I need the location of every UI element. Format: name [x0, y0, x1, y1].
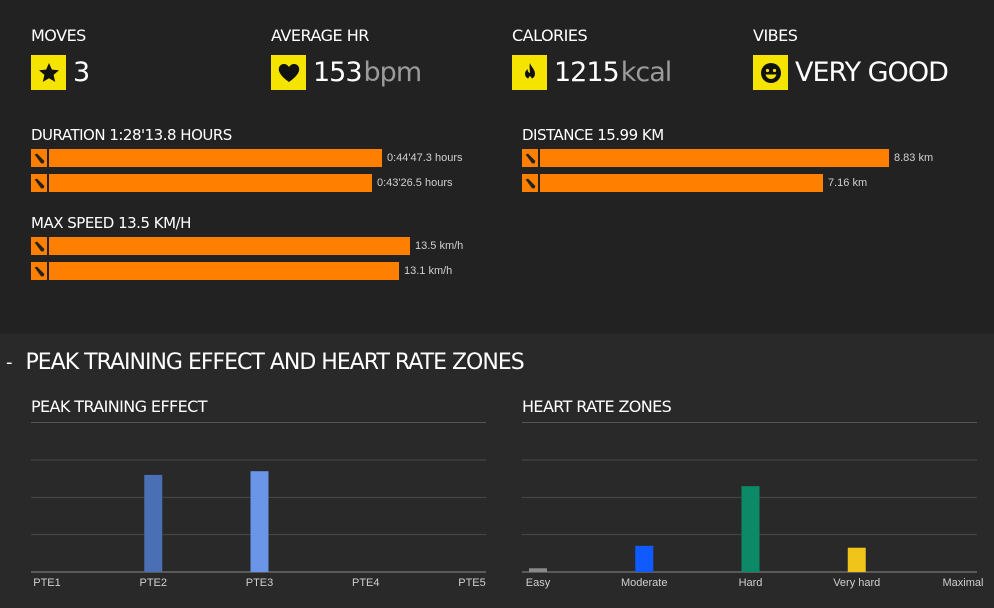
shoe-icon [31, 149, 49, 167]
max-speed-bar-1[interactable]: 13.5 km/h [31, 237, 463, 255]
duration-bar-2[interactable]: 0:43'26.5 hours [31, 174, 453, 192]
stat-vibes: VIBES VERY GOOD [753, 26, 949, 90]
smiley-icon [753, 55, 788, 90]
distance-bar-2-fill [540, 174, 823, 192]
tick-label: PTE5 [458, 577, 486, 589]
shoe-icon [522, 149, 540, 167]
stat-average-hr-label: AVERAGE HR [271, 26, 369, 45]
stat-calories-label: CALORIES [512, 26, 588, 45]
hr-zones-chart-title: HEART RATE ZONES [522, 397, 672, 416]
max-speed-bar-2-label: 13.1 km/h [404, 265, 453, 277]
bar-hard[interactable] [741, 486, 760, 572]
shoe-icon [31, 174, 49, 192]
stat-average-hr-value: 153bpm [313, 57, 423, 88]
bar-very-hard[interactable] [847, 547, 866, 572]
shoe-icon [31, 262, 49, 280]
bar-pte3[interactable] [250, 471, 269, 572]
distance-bar-1-label: 8.83 km [894, 152, 934, 164]
collapse-toggle[interactable]: - [6, 352, 12, 373]
pte-title-divider [31, 422, 486, 423]
heart-icon [271, 55, 306, 90]
section-header: - PEAK TRAINING EFFECT AND HEART RATE ZO… [6, 350, 525, 375]
stat-average-hr-unit: bpm [363, 57, 423, 88]
shoe-icon [522, 174, 540, 192]
stat-calories: CALORIES 1215kcal [512, 26, 673, 90]
charts-panel [0, 334, 994, 608]
section-title: PEAK TRAINING EFFECT AND HEART RATE ZONE… [25, 350, 525, 375]
stat-vibes-label: VIBES [753, 26, 798, 45]
duration-bar-1[interactable]: 0:44'47.3 hours [31, 149, 463, 167]
hr-zones-chart: Easy Moderate Hard Very hard Maximal [522, 459, 983, 589]
duration-title: DURATION 1:28'13.8 HOURS [31, 126, 232, 144]
max-speed-title: MAX SPEED 13.5 KM/H [31, 214, 191, 232]
max-speed-bar-1-fill [49, 237, 410, 255]
star-icon [31, 55, 66, 90]
duration-bar-1-fill [49, 149, 382, 167]
distance-title: DISTANCE 15.99 KM [522, 126, 664, 144]
tick-label: PTE4 [352, 577, 380, 589]
flame-icon [512, 55, 547, 90]
distance-bar-2-label: 7.16 km [828, 177, 868, 189]
duration-bar-2-label: 0:43'26.5 hours [377, 177, 453, 189]
pte-chart: PTE1 PTE2 PTE3 PTE4 PTE5 [31, 459, 486, 589]
tick-label: Moderate [621, 577, 667, 589]
stat-moves-value: 3 [73, 57, 90, 88]
tick-label: PTE2 [139, 577, 167, 589]
duration-bar-2-fill [49, 174, 372, 192]
max-speed-bar-2-fill [49, 262, 399, 280]
pte-chart-title: PEAK TRAINING EFFECT [31, 397, 208, 416]
bar-pte2[interactable] [144, 474, 163, 572]
stat-moves-label: MOVES [31, 26, 86, 45]
distance-bar-2[interactable]: 7.16 km [522, 174, 867, 192]
bar-moderate[interactable] [635, 545, 654, 572]
tick-label: Very hard [833, 577, 880, 589]
tick-label: Hard [739, 577, 763, 589]
stat-calories-unit: kcal [620, 57, 673, 88]
stat-vibes-value: VERY GOOD [795, 57, 949, 88]
stat-average-hr: AVERAGE HR 153bpm [271, 26, 423, 90]
shoe-icon [31, 237, 49, 255]
tick-label: PTE1 [33, 577, 61, 589]
max-speed-bar-1-label: 13.5 km/h [415, 240, 464, 252]
duration-bar-1-label: 0:44'47.3 hours [387, 152, 463, 164]
tick-label: PTE3 [246, 577, 274, 589]
distance-bar-1[interactable]: 8.83 km [522, 149, 933, 167]
tick-label: Easy [526, 577, 551, 589]
max-speed-bar-2[interactable]: 13.1 km/h [31, 262, 452, 280]
stat-calories-value: 1215kcal [554, 57, 673, 88]
stat-moves: MOVES 3 [31, 26, 90, 90]
hr-zones-title-divider [522, 422, 977, 423]
bar-easy[interactable] [529, 568, 547, 572]
tick-label: Maximal [943, 577, 984, 589]
distance-bar-1-fill [540, 149, 889, 167]
